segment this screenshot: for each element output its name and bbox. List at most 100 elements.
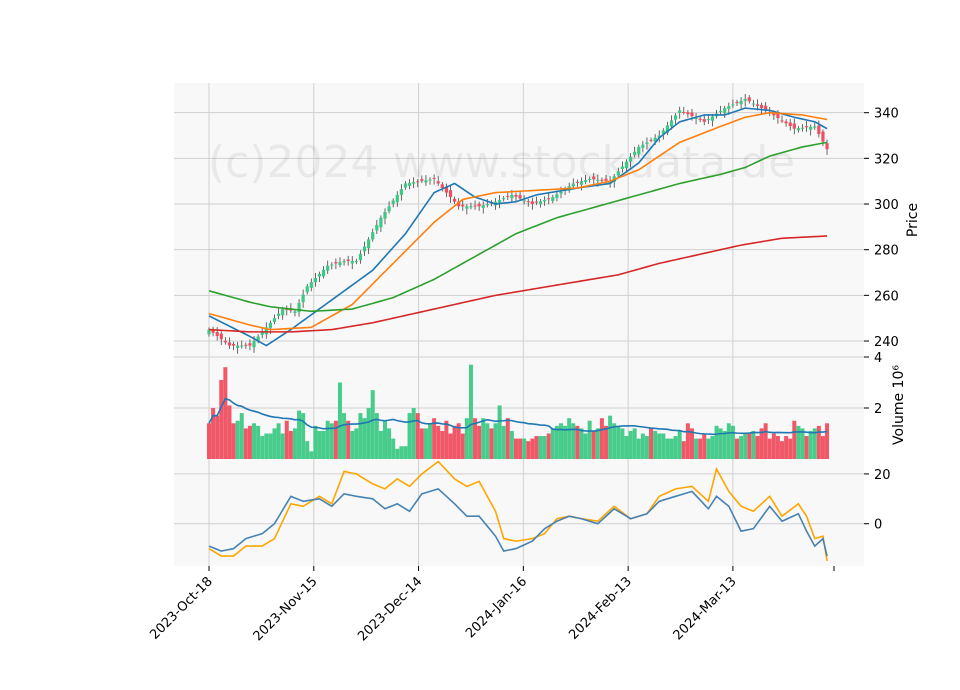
x-tick-label: 2024-Feb-13 bbox=[566, 574, 635, 643]
volume-bar bbox=[317, 430, 322, 459]
x-tick-label: 2024-Jan-16 bbox=[463, 574, 530, 641]
volume-bar bbox=[219, 379, 224, 459]
candle-body bbox=[813, 126, 817, 128]
oscillator-panel bbox=[174, 459, 864, 566]
candle-body bbox=[588, 178, 592, 180]
candle-body bbox=[227, 342, 232, 346]
volume-bar bbox=[223, 367, 228, 459]
candle-body bbox=[821, 131, 825, 142]
candle-body bbox=[706, 119, 710, 121]
volume-bar bbox=[513, 438, 518, 459]
volume-bar bbox=[624, 436, 629, 459]
volume-bar bbox=[595, 428, 600, 459]
volume-bar bbox=[464, 418, 469, 459]
volume-bar bbox=[333, 420, 338, 459]
volume-bar bbox=[558, 423, 563, 459]
volume-bar bbox=[207, 423, 211, 459]
volume-bar bbox=[616, 425, 621, 459]
volume-bar bbox=[452, 425, 457, 459]
volume-bar bbox=[370, 390, 375, 459]
candle-body bbox=[764, 105, 768, 111]
volume-bar bbox=[411, 408, 416, 459]
candle-body bbox=[432, 177, 436, 179]
volume-bar bbox=[653, 430, 658, 459]
volume-bar bbox=[669, 438, 674, 459]
candle-body bbox=[796, 128, 800, 131]
candle-body bbox=[649, 139, 653, 141]
candle-body bbox=[387, 206, 391, 212]
volume-bar bbox=[485, 423, 490, 459]
candle-body bbox=[669, 120, 674, 127]
volume-bar bbox=[292, 428, 297, 459]
candle-body bbox=[628, 156, 633, 162]
candle-body bbox=[223, 340, 227, 343]
candle-body bbox=[719, 110, 723, 112]
volume-bar bbox=[714, 425, 719, 459]
candle-body bbox=[571, 183, 575, 187]
volume-ma-line bbox=[208, 397, 828, 436]
candle-body bbox=[334, 262, 338, 264]
candle-body bbox=[518, 195, 522, 199]
candle-body bbox=[755, 104, 760, 106]
candle-body bbox=[362, 246, 367, 252]
oscillator-line bbox=[208, 460, 828, 562]
candle-body bbox=[391, 200, 395, 204]
y-tick-label: 340 bbox=[874, 107, 899, 122]
candle-body bbox=[522, 200, 526, 202]
volume-bar bbox=[808, 430, 813, 459]
candle-body bbox=[469, 206, 473, 208]
volume-bar bbox=[235, 420, 240, 459]
candle-body bbox=[735, 102, 739, 104]
volume-bar bbox=[227, 405, 232, 459]
candle-body bbox=[293, 311, 297, 313]
volume-bar bbox=[440, 430, 445, 459]
volume-bar bbox=[231, 423, 236, 459]
volume-bar bbox=[739, 436, 744, 459]
candle-body bbox=[407, 182, 412, 186]
volume-bar bbox=[796, 425, 801, 459]
volume-bar bbox=[681, 441, 686, 459]
x-tick-label: 2023-Oct-18 bbox=[147, 574, 215, 642]
volume-bar bbox=[284, 420, 289, 459]
volume-bar bbox=[522, 438, 527, 459]
volume-bar bbox=[604, 425, 609, 459]
volume-bar bbox=[743, 433, 748, 459]
volume-bar bbox=[288, 430, 293, 459]
y-tick-label: 20 bbox=[874, 468, 891, 483]
candle-body bbox=[281, 309, 285, 316]
volume-bar bbox=[473, 418, 478, 459]
candle-body bbox=[367, 239, 371, 249]
volume-bar bbox=[362, 418, 367, 459]
candle-body bbox=[694, 118, 698, 120]
volume-bar bbox=[644, 436, 649, 459]
candle-body bbox=[637, 146, 641, 155]
candle-body bbox=[665, 125, 670, 133]
volume-bar bbox=[354, 428, 359, 459]
volume-bar bbox=[329, 423, 334, 459]
candle-body bbox=[804, 126, 809, 128]
candle-body bbox=[207, 329, 211, 335]
candle-body bbox=[285, 309, 289, 311]
oscillator-line bbox=[208, 487, 828, 557]
volume-bar bbox=[546, 433, 551, 459]
candle-body bbox=[657, 135, 661, 138]
candle-body bbox=[272, 318, 277, 322]
volume-bar bbox=[694, 438, 699, 459]
candle-body bbox=[678, 110, 682, 114]
candle-body bbox=[211, 330, 215, 333]
candle-body bbox=[420, 179, 424, 181]
candle-body bbox=[485, 204, 489, 206]
volume-bar bbox=[820, 436, 825, 459]
volume-bar bbox=[730, 425, 735, 459]
candle-body bbox=[743, 98, 747, 101]
candle-body bbox=[723, 108, 727, 114]
candle-body bbox=[322, 269, 326, 277]
candle-body bbox=[231, 343, 236, 346]
volume-bar bbox=[297, 410, 302, 459]
volume-bar bbox=[395, 448, 400, 459]
candle-body bbox=[751, 103, 755, 105]
candle-body bbox=[784, 121, 788, 124]
volume-bar bbox=[272, 428, 277, 459]
candle-body bbox=[465, 206, 469, 209]
candle-body bbox=[526, 201, 530, 203]
